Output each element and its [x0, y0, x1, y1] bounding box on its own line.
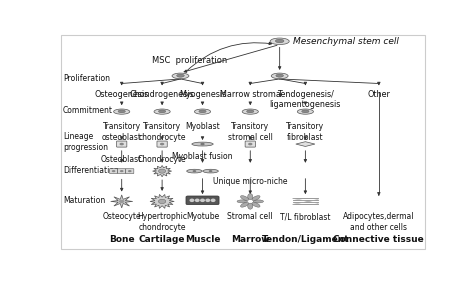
Ellipse shape: [187, 169, 202, 173]
Text: Tendon/Ligament: Tendon/Ligament: [262, 235, 349, 244]
Polygon shape: [153, 166, 172, 177]
Ellipse shape: [199, 110, 206, 113]
Ellipse shape: [190, 199, 194, 202]
Text: Myoblast: Myoblast: [185, 123, 220, 132]
Ellipse shape: [159, 169, 165, 173]
Ellipse shape: [201, 143, 205, 146]
Text: MSC  proliferation: MSC proliferation: [152, 56, 228, 65]
FancyBboxPatch shape: [126, 169, 134, 173]
Text: Cartilage: Cartilage: [139, 235, 185, 244]
Text: Myoblast fusion: Myoblast fusion: [172, 152, 233, 161]
FancyBboxPatch shape: [118, 169, 126, 173]
Ellipse shape: [246, 110, 254, 113]
Text: Proliferation: Proliferation: [63, 74, 110, 83]
Ellipse shape: [275, 39, 284, 43]
Text: Muscle: Muscle: [185, 235, 220, 244]
Text: Connective tissue: Connective tissue: [334, 235, 424, 244]
Ellipse shape: [128, 170, 132, 172]
Text: Mesenchymal stem cell: Mesenchymal stem cell: [292, 37, 398, 46]
Ellipse shape: [209, 170, 212, 172]
Polygon shape: [110, 195, 133, 208]
FancyBboxPatch shape: [109, 169, 118, 173]
Text: Marrow stroma: Marrow stroma: [220, 90, 281, 99]
Text: Tendogenesis/
ligamentogenesis: Tendogenesis/ ligamentogenesis: [270, 90, 341, 109]
Text: Commitment: Commitment: [63, 106, 113, 115]
Ellipse shape: [248, 143, 253, 145]
FancyBboxPatch shape: [117, 141, 127, 147]
Ellipse shape: [192, 170, 196, 172]
Text: Maturation: Maturation: [63, 196, 105, 205]
Ellipse shape: [112, 170, 116, 172]
Ellipse shape: [297, 109, 313, 114]
Ellipse shape: [158, 199, 166, 203]
Text: Chondrogenesis: Chondrogenesis: [130, 90, 194, 99]
Ellipse shape: [119, 143, 124, 145]
Text: Stromal cell: Stromal cell: [228, 212, 273, 221]
Ellipse shape: [270, 38, 289, 45]
FancyBboxPatch shape: [157, 141, 167, 147]
Ellipse shape: [160, 143, 164, 145]
Ellipse shape: [210, 199, 216, 202]
Ellipse shape: [302, 110, 309, 113]
Ellipse shape: [194, 109, 210, 114]
Text: Myotube: Myotube: [186, 212, 219, 221]
Text: Transitory
chondrocyte: Transitory chondrocyte: [138, 123, 186, 142]
Ellipse shape: [237, 200, 247, 203]
Ellipse shape: [192, 142, 213, 146]
Ellipse shape: [118, 110, 125, 113]
Ellipse shape: [205, 199, 210, 202]
Ellipse shape: [240, 202, 249, 207]
Text: T/L fibroblast: T/L fibroblast: [280, 212, 331, 221]
Text: Other: Other: [367, 90, 390, 99]
Ellipse shape: [158, 110, 166, 113]
FancyBboxPatch shape: [245, 141, 255, 147]
Ellipse shape: [252, 202, 260, 207]
Text: Differentiation: Differentiation: [63, 166, 119, 175]
Text: Osteogenesis: Osteogenesis: [95, 90, 149, 99]
Ellipse shape: [253, 200, 264, 203]
Text: Osteocyte: Osteocyte: [102, 212, 141, 221]
Ellipse shape: [248, 194, 253, 200]
Ellipse shape: [203, 169, 219, 173]
Text: Osteoblast: Osteoblast: [101, 155, 142, 164]
FancyBboxPatch shape: [186, 196, 219, 205]
Text: Lineage
progression: Lineage progression: [63, 132, 108, 152]
Ellipse shape: [276, 74, 283, 77]
Ellipse shape: [242, 109, 258, 114]
Text: Bone: Bone: [109, 235, 135, 244]
Ellipse shape: [154, 109, 170, 114]
Text: Chondrocyte: Chondrocyte: [138, 155, 186, 164]
Text: Transitory
osteoblast: Transitory osteoblast: [102, 123, 142, 142]
Ellipse shape: [195, 199, 200, 202]
Text: Adipocytes,dermal
and other cells: Adipocytes,dermal and other cells: [343, 212, 415, 232]
Polygon shape: [296, 142, 315, 146]
Ellipse shape: [271, 73, 288, 79]
Text: Transitory
stromal cell: Transitory stromal cell: [228, 123, 273, 142]
Ellipse shape: [120, 170, 124, 172]
Polygon shape: [150, 194, 174, 209]
Text: Transitory
fibroblast: Transitory fibroblast: [286, 123, 324, 142]
Ellipse shape: [248, 203, 253, 209]
Text: Hypertrophic
chondrocyte: Hypertrophic chondrocyte: [137, 212, 187, 232]
Ellipse shape: [240, 196, 249, 200]
Text: Myogenesis: Myogenesis: [179, 90, 226, 99]
Ellipse shape: [172, 73, 189, 79]
Ellipse shape: [119, 200, 125, 203]
Ellipse shape: [114, 109, 130, 114]
Ellipse shape: [177, 74, 184, 77]
Text: Unique micro-niche: Unique micro-niche: [213, 177, 288, 186]
Text: Marrow: Marrow: [231, 235, 270, 244]
Ellipse shape: [200, 199, 205, 202]
Ellipse shape: [252, 196, 260, 200]
